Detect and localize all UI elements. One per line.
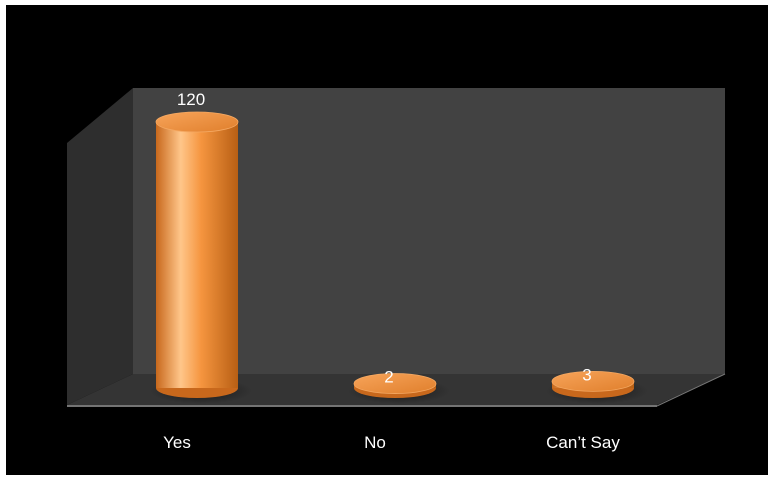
bar-can-t-say	[546, 370, 648, 404]
data-label: 3	[582, 365, 591, 384]
bar-top	[155, 111, 239, 133]
bar-no	[348, 373, 450, 404]
bar-chart: 120 2 3 Yes No Can’t Say	[67, 88, 726, 452]
bar-yes	[150, 111, 252, 404]
chart-side-wall	[67, 88, 133, 405]
x-tick-label: Can’t Say	[546, 433, 620, 452]
ticks-layer: Yes No Can’t Say	[163, 433, 620, 452]
x-tick-label: Yes	[163, 433, 191, 452]
chart-container: 120 2 3 Yes No Can’t Say	[6, 5, 768, 475]
x-tick-label: No	[364, 433, 386, 452]
bar-body	[156, 122, 238, 388]
floor-right-edge	[656, 373, 726, 407]
data-label: 2	[384, 368, 393, 387]
data-label: 120	[177, 90, 205, 109]
labels-layer: 120 2 3	[177, 90, 592, 387]
bars-layer	[150, 111, 648, 404]
bar-top	[551, 370, 635, 392]
bar-top	[353, 373, 437, 394]
